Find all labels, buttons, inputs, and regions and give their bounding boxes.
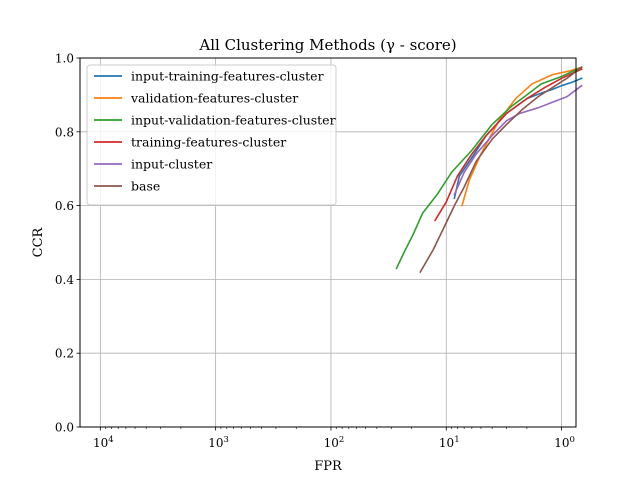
x-axis-label: FPR [314,459,343,474]
legend-label: validation-features-cluster [130,91,298,106]
series-line-5 [419,66,583,274]
y-tick-label: 0.6 [55,199,74,213]
x-tick-base: 10 [324,436,339,450]
series-line-3 [433,68,583,222]
x-tick-label: 102 [324,435,345,450]
y-tick-label: 0.0 [55,421,74,435]
x-tick-label: 103 [208,435,229,450]
series-line-1 [461,66,583,207]
chart-title: All Clustering Methods (γ - score) [198,36,456,54]
x-tick-exponent: 1 [454,435,459,445]
series-line-2 [395,66,583,270]
legend-box [86,64,337,206]
x-tick-base: 10 [439,436,454,450]
x-tick-label: 104 [93,435,114,450]
legend-label: base [131,179,160,194]
x-tick-exponent: 2 [339,435,344,445]
legend-label: training-features-cluster [131,135,286,150]
plot-frame [79,57,577,428]
legend: input-training-features-cluster validatio… [86,64,337,206]
y-axis-label: CCR [31,226,46,257]
x-tick-base: 10 [554,436,569,450]
x-tick-exponent: 3 [224,435,229,445]
x-tick-exponent: 4 [108,435,113,445]
x-tick-exponent: 0 [570,435,575,445]
y-tick-label: 0.2 [55,347,74,361]
x-tick-base: 10 [208,436,223,450]
legend-label: input-training-features-cluster [131,69,324,84]
y-tick-label: 0.4 [55,273,74,287]
y-tick-label: 0.8 [55,125,74,139]
legend-label: input-validation-features-cluster [131,113,336,128]
x-tick-base: 10 [93,436,108,450]
x-tick-label: 101 [439,435,460,450]
legend-label: input-cluster [131,157,212,172]
series-group [395,66,583,274]
x-tick-label: 100 [554,435,575,450]
y-tick-label: 1.0 [55,52,74,66]
